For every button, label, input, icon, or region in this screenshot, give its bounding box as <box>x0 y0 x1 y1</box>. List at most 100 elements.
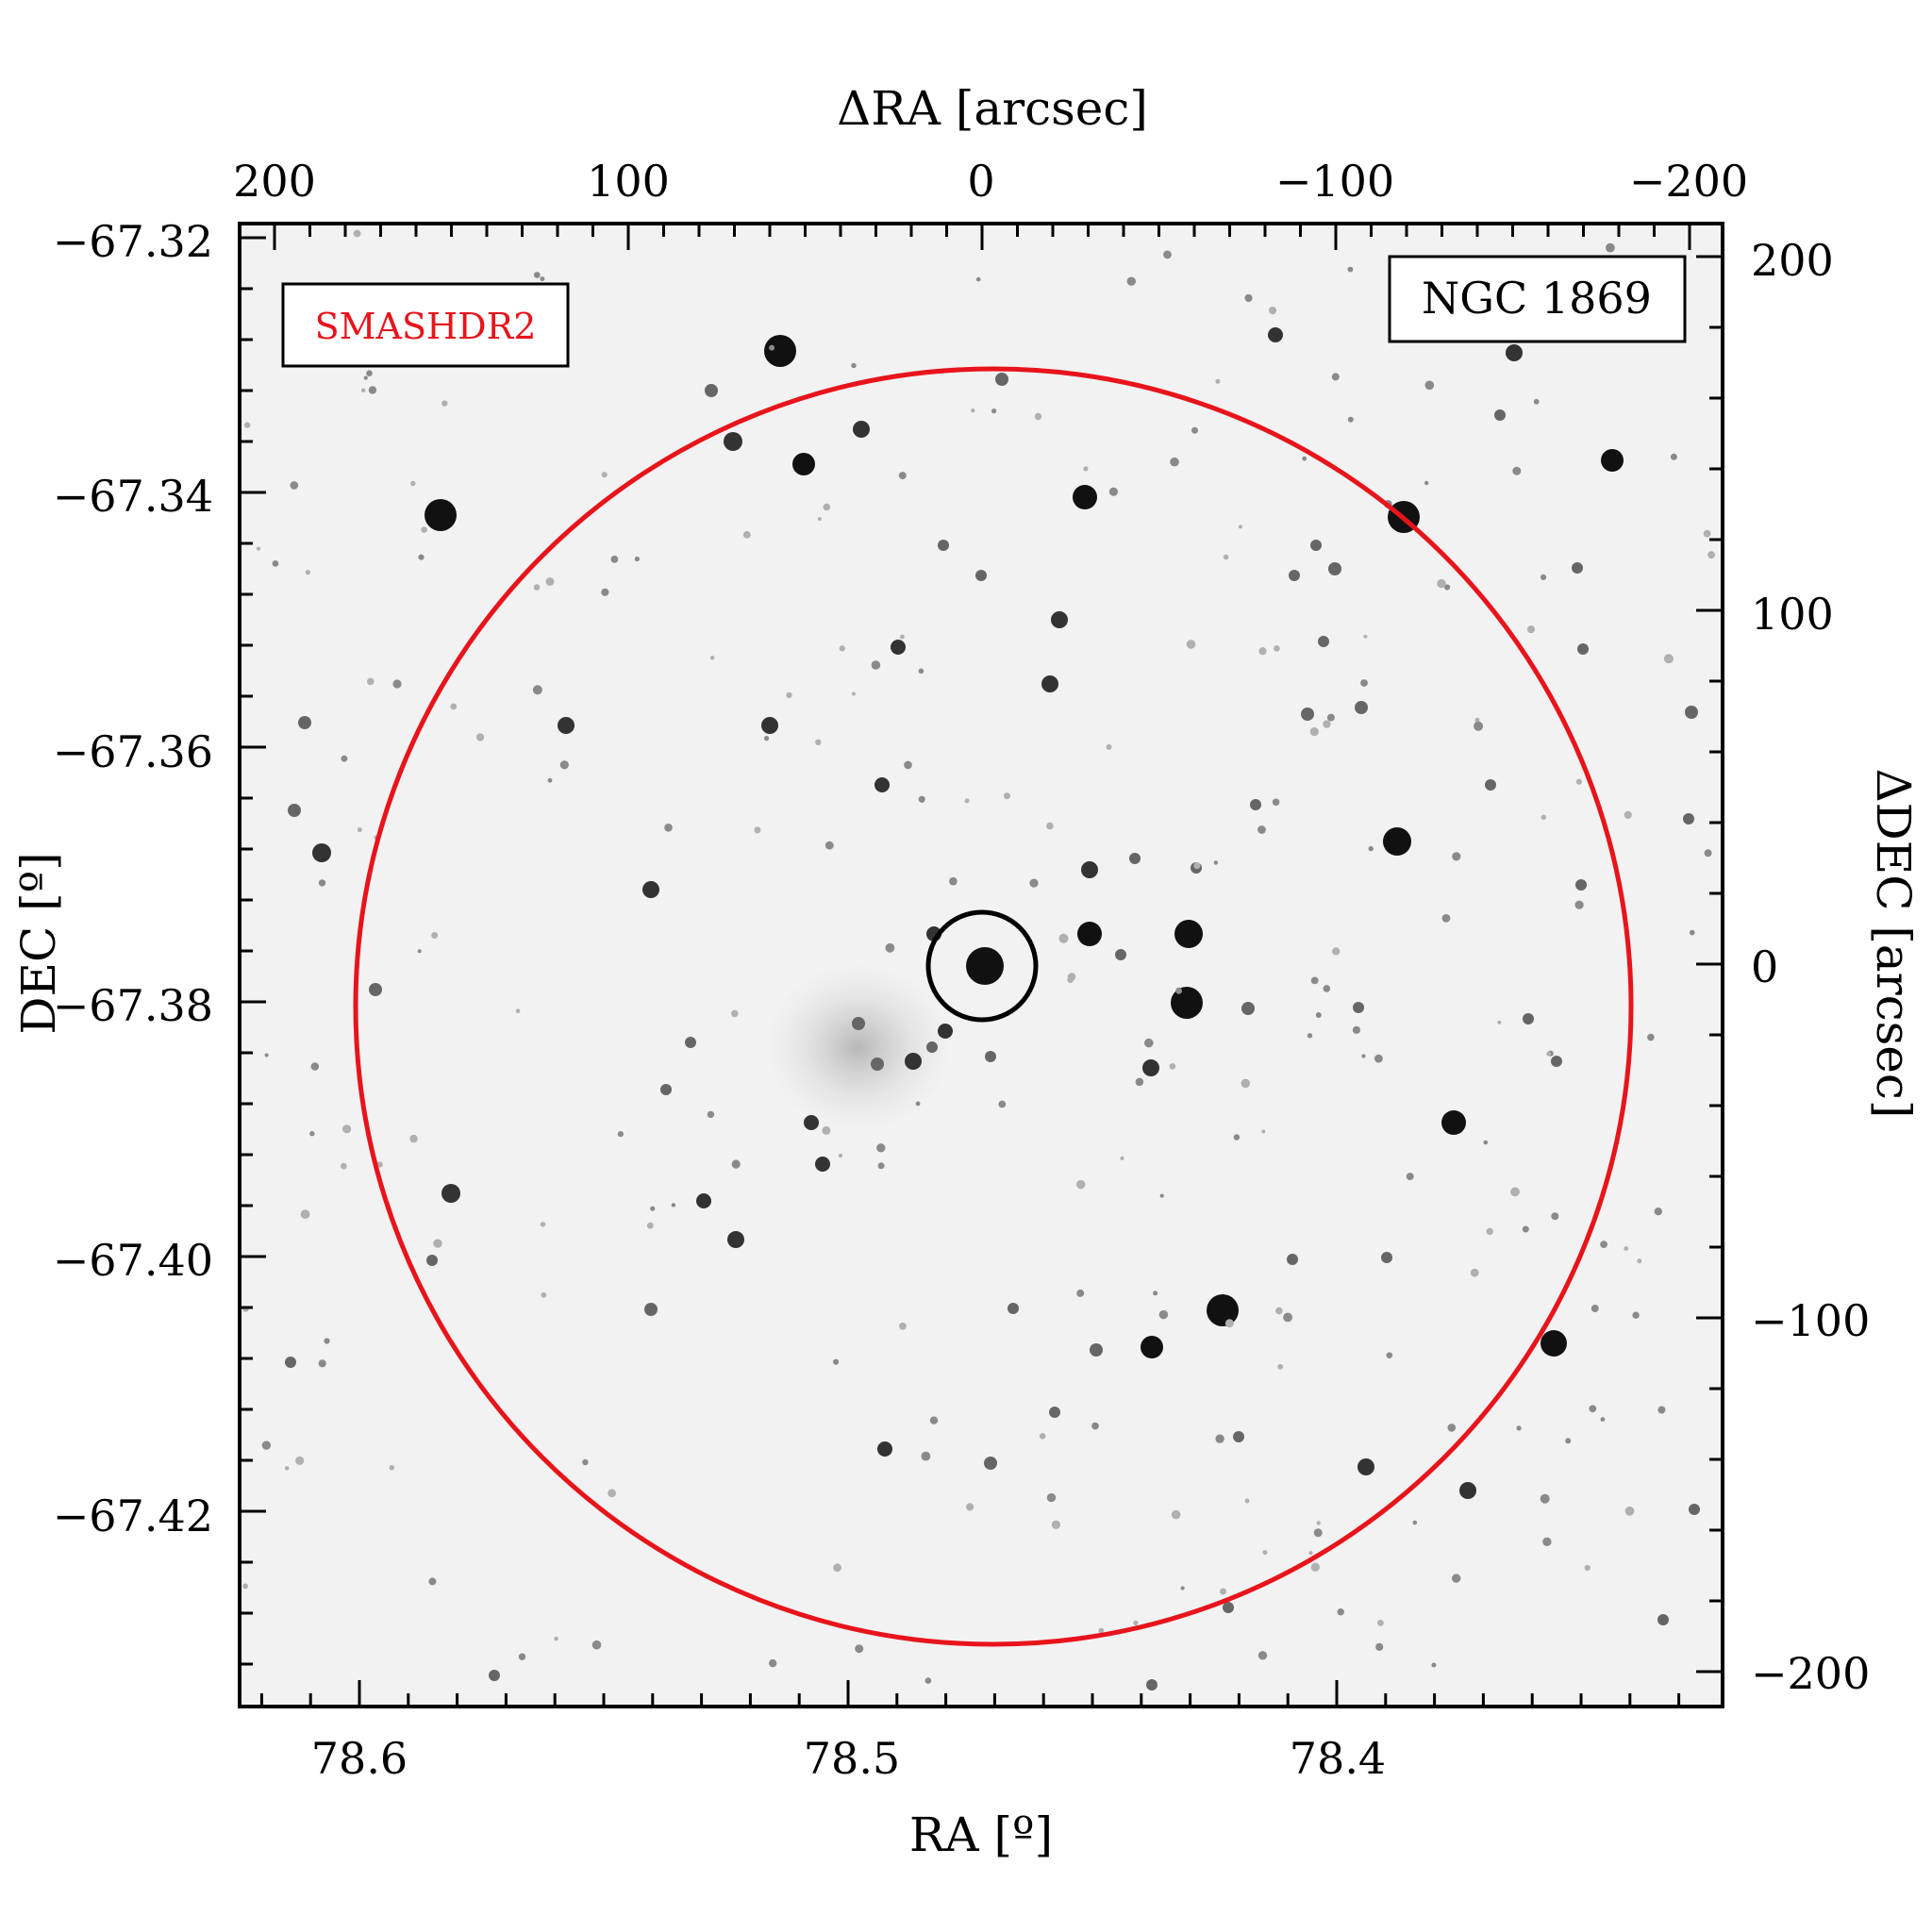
faint-star <box>417 949 422 954</box>
faint-star <box>764 736 770 741</box>
faint-star <box>591 1640 602 1650</box>
star-field <box>242 229 1715 1690</box>
faint-star <box>357 827 362 833</box>
faint-star <box>1029 878 1039 888</box>
faint-star <box>310 1062 320 1071</box>
faint-star <box>1424 480 1429 486</box>
faint-star <box>1133 1620 1139 1625</box>
faint-star <box>815 739 822 745</box>
faint-star <box>786 691 792 699</box>
star <box>1287 1254 1298 1265</box>
faint-star <box>1624 1506 1635 1516</box>
faint-star <box>1308 1551 1313 1556</box>
star <box>1689 1504 1700 1515</box>
star <box>1081 861 1098 878</box>
faint-star <box>610 556 619 563</box>
star <box>685 1037 696 1048</box>
faint-star <box>1108 487 1118 496</box>
faint-star <box>709 656 715 660</box>
faint-star <box>1257 825 1266 834</box>
faint-star <box>822 1125 831 1135</box>
faint-star <box>1546 1051 1552 1057</box>
faint-star <box>547 777 553 783</box>
faint-star <box>1170 457 1179 467</box>
faint-star <box>1707 551 1715 559</box>
faint-star <box>918 795 925 803</box>
faint-star <box>1106 743 1112 750</box>
large-red-circle <box>353 366 1634 1647</box>
faint-star <box>242 1583 248 1590</box>
faint-star <box>1670 453 1677 460</box>
faint-star <box>1098 1627 1105 1634</box>
ddec-tick-label: −100 <box>1751 1295 1870 1346</box>
faint-star <box>754 826 761 834</box>
faint-star <box>554 1636 558 1641</box>
faint-star <box>1244 1498 1250 1504</box>
star <box>298 716 311 729</box>
faint-star <box>1516 1425 1522 1431</box>
faint-star <box>839 645 845 652</box>
faint-star <box>264 1053 269 1058</box>
faint-star <box>1624 1246 1629 1251</box>
faint-star <box>363 375 368 380</box>
faint-star <box>309 1131 315 1137</box>
faint-star <box>966 1503 974 1511</box>
faint-star <box>1193 862 1201 870</box>
faint-star <box>1360 679 1368 687</box>
faint-star <box>1575 778 1582 785</box>
ra-tick-label: 78.5 <box>804 1733 900 1784</box>
star <box>1575 879 1587 891</box>
star <box>984 1457 997 1470</box>
star <box>1383 827 1411 856</box>
faint-star <box>295 1456 305 1465</box>
faint-star <box>1258 647 1267 656</box>
star <box>926 1041 938 1053</box>
faint-star <box>1058 933 1069 943</box>
star <box>441 1184 460 1203</box>
faint-star <box>410 480 416 487</box>
star <box>1268 327 1283 342</box>
small-black-circle <box>925 909 1039 1023</box>
faint-star <box>1437 578 1446 589</box>
faint-star <box>742 531 751 539</box>
faint-star <box>341 1162 347 1170</box>
faint-star <box>367 677 375 686</box>
faint-star <box>1323 985 1331 992</box>
faint-star <box>918 668 924 675</box>
faint-star <box>833 1358 840 1365</box>
faint-star <box>900 634 905 640</box>
star <box>1577 643 1589 655</box>
faint-star <box>1474 717 1480 723</box>
faint-star <box>1690 929 1695 936</box>
faint-star <box>1272 798 1280 807</box>
faint-star <box>1233 1134 1241 1141</box>
faint-star <box>243 422 251 428</box>
faint-star <box>1600 1417 1606 1422</box>
star <box>425 499 457 531</box>
faint-star <box>1526 625 1536 634</box>
faint-star <box>541 1291 547 1298</box>
star <box>815 1157 830 1172</box>
faint-star <box>1368 845 1374 852</box>
faint-star <box>376 1161 383 1168</box>
star <box>905 1053 922 1070</box>
star <box>938 1024 953 1039</box>
faint-star <box>823 503 831 511</box>
faint-star <box>1606 242 1615 253</box>
faint-star <box>650 1206 656 1211</box>
dec-tick-label: −67.32 <box>53 216 213 267</box>
cluster-glow <box>764 962 953 1132</box>
faint-star <box>601 472 608 478</box>
faint-star <box>475 733 485 741</box>
object-label-box <box>1388 255 1687 343</box>
star <box>1485 779 1496 791</box>
star <box>1077 922 1102 946</box>
faint-star <box>428 1577 437 1586</box>
star <box>1601 449 1624 472</box>
dec-tick-label: −67.42 <box>53 1491 213 1541</box>
faint-star <box>1313 1528 1323 1538</box>
star <box>1223 1602 1234 1613</box>
faint-star <box>1307 1033 1313 1039</box>
star <box>1041 675 1058 692</box>
faint-star <box>634 556 641 562</box>
